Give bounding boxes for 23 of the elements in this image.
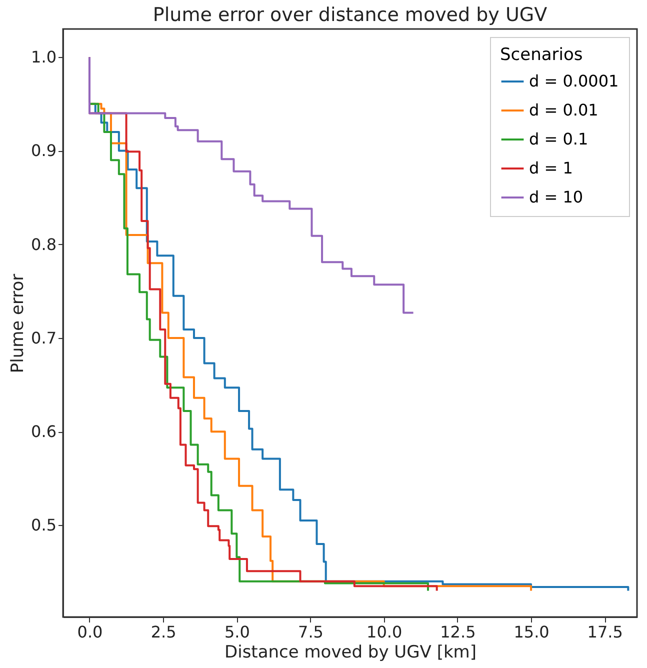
- legend-label: d = 0.1: [529, 130, 588, 148]
- y-tick-label: 1.0: [31, 48, 56, 67]
- x-tick-label: 15.0: [514, 622, 550, 642]
- x-axis-title: Distance moved by UGV [km]: [224, 642, 476, 662]
- x-tick-label: 12.5: [440, 622, 476, 642]
- legend-title: Scenarios: [500, 45, 583, 65]
- x-tick-label: 5.0: [224, 622, 250, 642]
- legend-label: d = 0.01: [529, 100, 598, 120]
- x-tick-label: 10.0: [366, 622, 402, 642]
- y-tick-label: 0.7: [31, 328, 56, 348]
- y-tick-label: 0.5: [31, 516, 56, 535]
- y-tick-label: 0.8: [31, 234, 56, 254]
- y-tick-label: 0.9: [31, 141, 56, 160]
- y-axis-title: Plume error: [8, 274, 28, 374]
- y-tick-label: 0.6: [31, 422, 56, 442]
- x-tick-label: 7.5: [298, 622, 324, 642]
- x-tick-label: 17.5: [587, 622, 623, 642]
- x-tick-label: 0.0: [77, 622, 103, 642]
- legend-label: d = 10: [529, 188, 584, 206]
- chart-title: Plume error over distance moved by UGV: [152, 4, 548, 26]
- legend-label: d = 0.0001: [529, 72, 619, 90]
- legend-label: d = 1: [529, 158, 573, 178]
- x-tick-label: 2.5: [150, 622, 176, 642]
